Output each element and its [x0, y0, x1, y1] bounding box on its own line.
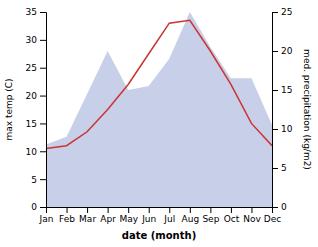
tick: 5 — [272, 163, 287, 173]
tick-label: Jan — [39, 214, 54, 224]
tick-mark — [40, 68, 46, 69]
tick: Dec — [264, 207, 281, 224]
tick-mark — [40, 123, 46, 124]
tick-label: Sep — [202, 214, 219, 224]
tick-mark — [251, 207, 252, 213]
tick: Jun — [141, 207, 156, 224]
tick-label: 0 — [31, 202, 37, 212]
line — [46, 20, 272, 148]
tick: May — [119, 207, 138, 224]
tick: 5 — [31, 175, 46, 185]
tick: Apr — [100, 207, 116, 224]
tick-label: Dec — [264, 214, 281, 224]
tick: 25 — [26, 63, 46, 73]
x-axis: Jan Feb Mar AprMayJun Jul AugSep OctNovDec — [39, 207, 282, 224]
tick: 20 — [272, 46, 293, 56]
tick-label: Apr — [100, 214, 116, 224]
tick: Nov — [243, 207, 261, 224]
tick-label: 25 — [281, 7, 292, 17]
tick-label: Jun — [141, 214, 156, 224]
y2-axis: 0 5 10 15 20 25 — [272, 7, 293, 212]
area — [46, 12, 272, 207]
tick-label: 10 — [281, 124, 293, 134]
tick-label: 20 — [281, 46, 293, 56]
tick-label: Feb — [59, 214, 75, 224]
tick: Aug — [182, 207, 200, 224]
tick-label: 15 — [26, 119, 37, 129]
tick: 25 — [272, 7, 292, 17]
tick: 0 — [272, 202, 287, 212]
y-axis-title: max temp (C) — [4, 78, 14, 140]
tick: Jan — [39, 207, 54, 224]
tick: 35 — [26, 7, 46, 17]
tick: 20 — [26, 91, 46, 101]
tick-label: 30 — [26, 35, 38, 45]
y2-axis-title: med. precipitation (kg/m2) — [302, 49, 312, 170]
tick-mark — [40, 40, 46, 41]
tick-label: 20 — [26, 91, 38, 101]
tick-label: 0 — [281, 202, 287, 212]
tick-mark — [108, 207, 109, 213]
tick-label: 25 — [26, 63, 37, 73]
tick: Jul — [163, 207, 175, 224]
x-axis-title: date (month) — [122, 230, 196, 241]
axis-line — [273, 13, 279, 208]
tick: 0 — [31, 202, 46, 212]
tick: Sep — [202, 207, 219, 224]
tick-label: Aug — [182, 214, 200, 224]
tick: 30 — [26, 35, 46, 45]
tick-mark — [40, 12, 46, 13]
tick: Mar — [79, 207, 96, 224]
tick-label: 5 — [31, 175, 37, 185]
tick-mark — [40, 151, 46, 152]
chart: JanFebMarAprMayJunJulAugSepOctNovDec0510… — [0, 0, 318, 247]
axis-line — [47, 208, 273, 214]
tick-label: Oct — [224, 214, 240, 224]
tick-mark — [190, 207, 191, 213]
tick-mark — [67, 207, 68, 213]
tick-mark — [272, 12, 278, 13]
plot: JanFebMarAprMayJunJulAugSepOctNovDec0510… — [4, 7, 312, 241]
tick: Feb — [59, 207, 75, 224]
tick: Oct — [224, 207, 240, 224]
marks — [46, 12, 272, 207]
axis-line — [40, 13, 47, 208]
y-axis: 0 5 10 15 20 25 30 35 — [26, 7, 47, 212]
tick-mark — [272, 90, 278, 91]
tick-mark — [231, 207, 232, 213]
tick-mark — [149, 207, 150, 213]
tick-mark — [40, 207, 46, 208]
tick: 10 — [272, 124, 293, 134]
tick-label: Nov — [243, 214, 261, 224]
tick-mark — [272, 168, 278, 169]
tick-mark — [272, 51, 278, 52]
tick-mark — [272, 207, 278, 208]
tick-label: Jul — [163, 214, 175, 224]
tick-mark — [210, 207, 211, 213]
tick-mark — [40, 179, 46, 180]
tick: 15 — [272, 85, 292, 95]
tick-label: 10 — [26, 147, 38, 157]
tick-label: May — [119, 214, 138, 224]
tick-label: 35 — [26, 7, 37, 17]
tick-label: Mar — [79, 214, 96, 224]
tick: 10 — [26, 147, 46, 157]
tick-mark — [40, 96, 46, 97]
tick-label: 5 — [281, 163, 287, 173]
tick-label: 15 — [281, 85, 292, 95]
tick: 15 — [26, 119, 46, 129]
tick-mark — [169, 207, 170, 213]
tick-mark — [272, 129, 278, 130]
tick-mark — [87, 207, 88, 213]
tick-mark — [128, 207, 129, 213]
